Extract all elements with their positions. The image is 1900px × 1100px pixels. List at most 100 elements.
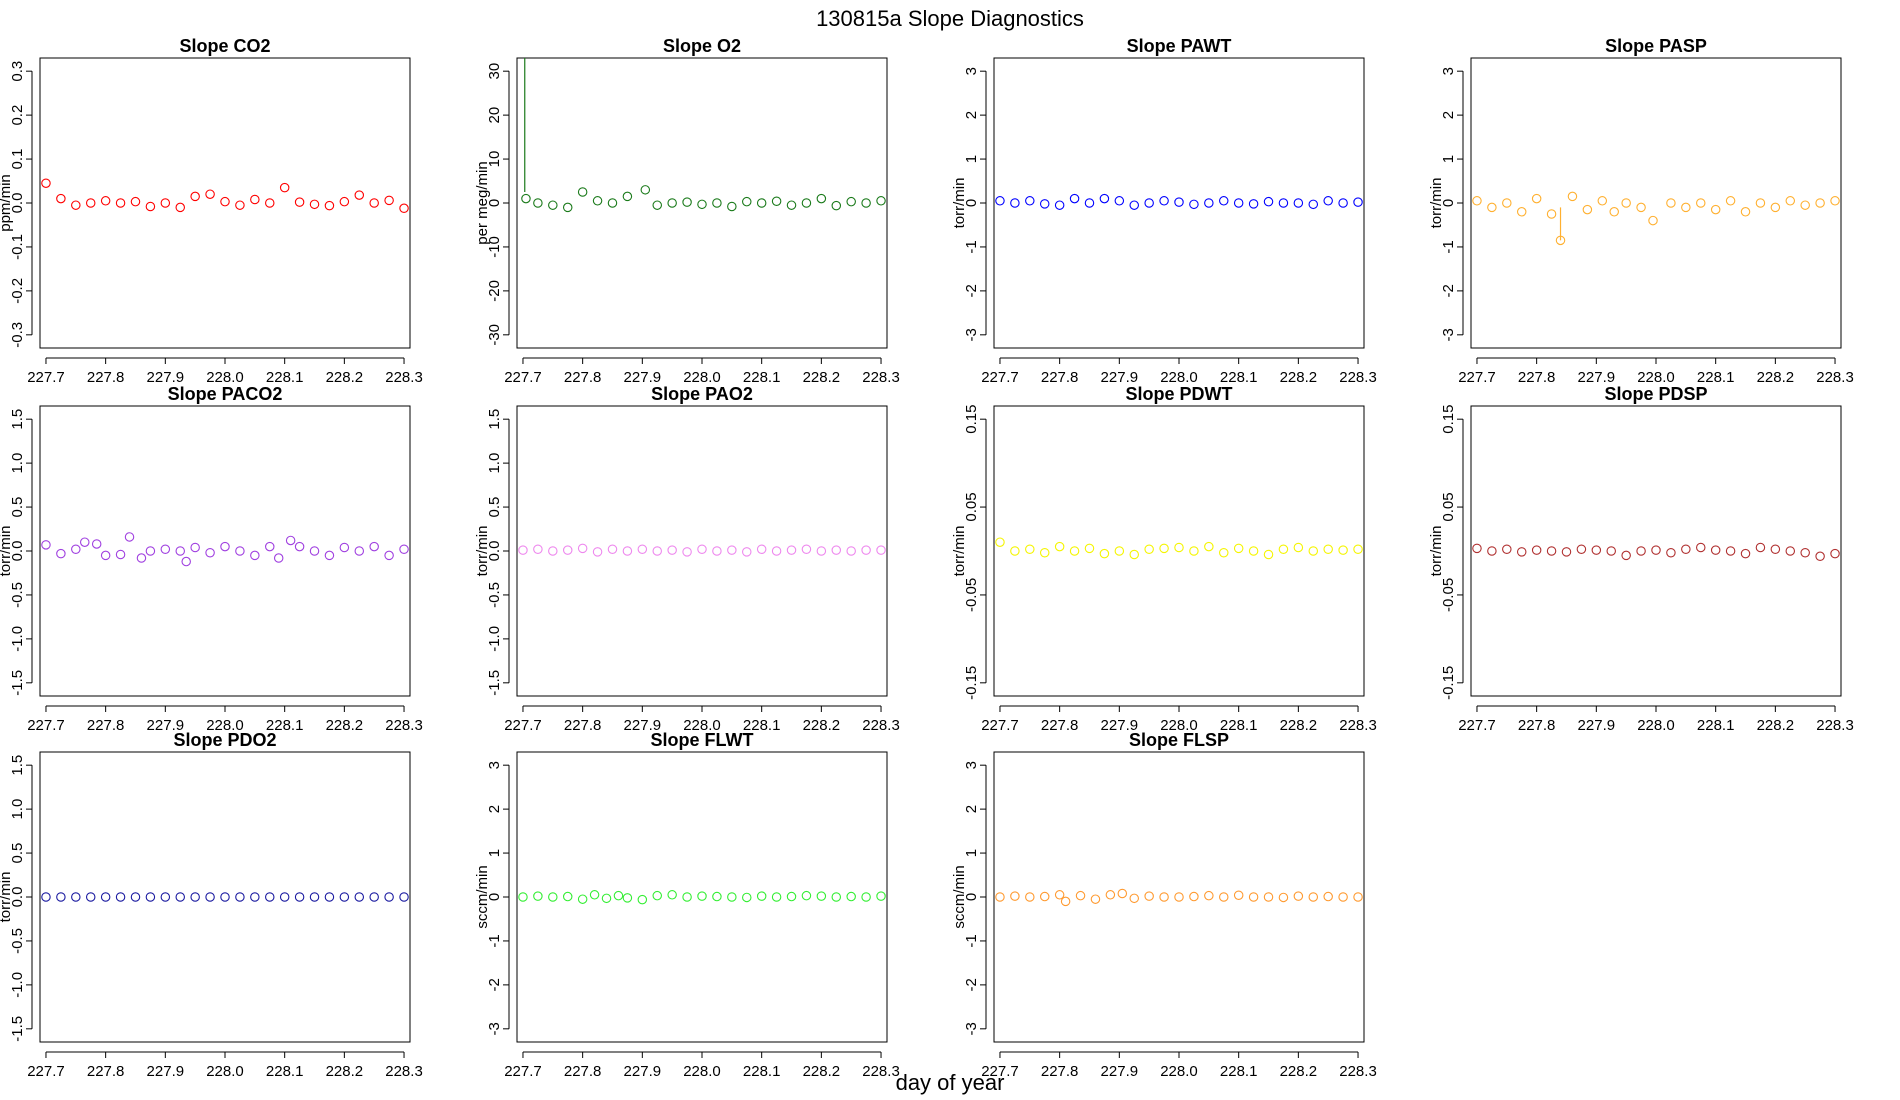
- x-tick-label: 227.8: [87, 369, 125, 386]
- y-tick-label: 1.0: [9, 799, 26, 820]
- plot-frame: [993, 57, 1365, 349]
- x-tick-label: 228.1: [266, 1063, 304, 1080]
- y-tick-label: 1.5: [9, 755, 26, 776]
- data-point: [533, 198, 543, 208]
- data-point: [876, 196, 886, 206]
- x-tick-label: 227.9: [147, 717, 185, 734]
- data-point: [613, 890, 624, 901]
- data-point: [124, 532, 135, 542]
- y-tick-label: 0: [963, 893, 980, 901]
- data-point: [273, 553, 284, 563]
- data-point: [1353, 892, 1363, 902]
- panel-6: Slope PDWT torr/min 227.7 227.8 227.9 228.0 22…: [951, 384, 1377, 734]
- x-tick-label: 227.8: [87, 717, 125, 734]
- y-tick-label: -3: [963, 1022, 980, 1035]
- data-point: [1472, 543, 1482, 554]
- y-tick-label: 3: [486, 761, 503, 769]
- x-tick-label: 228.3: [1816, 369, 1854, 386]
- y-tick-label: -0.2: [9, 278, 26, 304]
- x-tick-label: 227.8: [1041, 717, 1079, 734]
- data-point: [592, 547, 603, 557]
- x-tick-label: 228.0: [206, 717, 244, 734]
- data-point: [1159, 543, 1169, 554]
- panel-title: Slope FLSP: [1129, 730, 1229, 750]
- x-tick-label: 228.1: [1220, 717, 1258, 734]
- data-point: [369, 892, 379, 902]
- data-point: [1069, 546, 1080, 556]
- data-point: [1815, 551, 1825, 562]
- data-point: [145, 892, 156, 902]
- data-point: [771, 546, 782, 556]
- data-point: [1323, 891, 1333, 902]
- y-tick-label: 0.5: [486, 497, 503, 518]
- data-point: [294, 892, 305, 902]
- data-point: [175, 202, 185, 213]
- panel-title: Slope PAWT: [1127, 36, 1232, 56]
- data-point: [1740, 207, 1751, 217]
- data-point: [220, 196, 230, 207]
- x-tick-label: 228.3: [385, 1063, 423, 1080]
- data-point: [712, 891, 722, 902]
- data-point: [91, 539, 102, 549]
- y-axis-label: sccm/min: [474, 865, 491, 928]
- data-point: [652, 546, 662, 556]
- x-tick-label: 228.3: [1339, 1063, 1377, 1080]
- data-point: [235, 546, 245, 556]
- y-tick-label: 1.0: [9, 453, 26, 474]
- data-point: [1075, 890, 1086, 901]
- data-point: [384, 892, 394, 902]
- data-point: [756, 544, 767, 554]
- data-point: [682, 892, 692, 902]
- x-tick-label: 228.1: [743, 717, 781, 734]
- plot-frame: [1470, 57, 1842, 349]
- x-tick-label: 227.7: [27, 1063, 65, 1080]
- plot-frame: [39, 57, 411, 349]
- data-point: [1054, 200, 1065, 210]
- panel-title: Slope CO2: [179, 36, 270, 56]
- y-tick-label: 0: [486, 199, 503, 207]
- data-point: [369, 198, 379, 208]
- data-point: [577, 187, 588, 197]
- y-tick-label: 3: [1440, 67, 1457, 75]
- data-point: [354, 190, 365, 200]
- data-point: [1516, 547, 1527, 557]
- data-point: [548, 546, 558, 556]
- data-point: [995, 537, 1005, 547]
- data-point: [1293, 198, 1304, 208]
- y-tick-label: 2: [486, 805, 503, 813]
- data-point: [56, 193, 66, 204]
- data-point: [1293, 542, 1304, 553]
- data-point: [1278, 892, 1289, 903]
- data-point: [1084, 198, 1095, 208]
- data-point: [1129, 893, 1139, 904]
- data-point: [831, 892, 842, 902]
- data-point: [1648, 215, 1658, 226]
- data-point: [756, 891, 767, 901]
- y-tick-label: -1: [486, 934, 503, 947]
- data-point: [250, 194, 260, 205]
- x-tick-label: 227.7: [27, 717, 65, 734]
- data-point: [1770, 202, 1781, 213]
- y-axis-label: ppm/min: [0, 174, 14, 232]
- panels-grid: Slope CO2 ppm/min 227.7 227.8 227.9 228.0 228.…: [0, 36, 1854, 1080]
- y-axis-label: sccm/min: [951, 865, 968, 928]
- data-point: [339, 196, 350, 207]
- data-point: [1666, 548, 1676, 558]
- data-point: [190, 542, 200, 553]
- data-point: [756, 198, 767, 208]
- x-tick-label: 227.8: [1041, 1063, 1079, 1080]
- y-tick-label: 0: [1440, 199, 1457, 207]
- data-point: [1487, 202, 1497, 213]
- data-point: [354, 546, 365, 556]
- y-tick-label: -2: [1440, 284, 1457, 297]
- x-tick-label: 228.3: [862, 1063, 900, 1080]
- data-point: [1039, 199, 1050, 209]
- y-tick-label: 1.5: [486, 409, 503, 430]
- data-point: [1725, 196, 1736, 206]
- data-point: [697, 199, 707, 210]
- data-point: [1248, 892, 1259, 902]
- data-point: [85, 892, 96, 902]
- x-tick-label: 227.7: [981, 717, 1019, 734]
